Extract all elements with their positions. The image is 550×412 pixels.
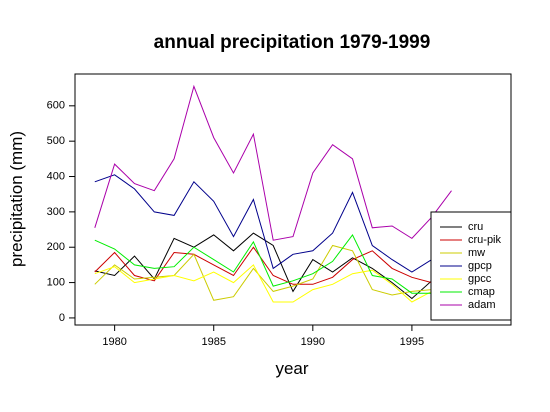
series-lines — [94, 84, 452, 303]
x-axis-ticks: 1980 1985 1990 1995 — [102, 325, 424, 348]
legend-label-cru: cru — [468, 221, 483, 233]
series-line-gpcc — [94, 264, 452, 303]
series-line-cru-pik — [94, 246, 452, 287]
legend-label-mw: mw — [468, 247, 485, 259]
plot-frame — [74, 73, 512, 326]
y-tick-label: 300 — [47, 206, 65, 218]
y-axis-label: precipitation (mm) — [7, 131, 26, 267]
series-line-mw — [94, 244, 452, 301]
series-line-gpcp — [94, 174, 452, 273]
y-tick-label: 100 — [47, 276, 65, 288]
series-line-cmap — [94, 233, 452, 294]
x-axis-label: year — [275, 359, 308, 378]
x-tick-label: 1990 — [301, 336, 325, 348]
y-axis-ticks: 0 100 200 300 400 500 600 — [47, 100, 75, 324]
y-tick-label: 500 — [47, 135, 65, 147]
y-tick-label: 200 — [47, 241, 65, 253]
y-tick-label: 600 — [47, 100, 65, 112]
legend-label-gpcp: gpcp — [468, 260, 492, 272]
legend-label-adam: adam — [468, 299, 496, 311]
legend-label-cmap: cmap — [468, 286, 495, 298]
legend-label-cru-pik: cru-pik — [468, 234, 502, 246]
x-tick-label: 1995 — [400, 336, 424, 348]
legend-label-gpcc: gpcc — [468, 273, 492, 285]
x-tick-label: 1985 — [201, 336, 225, 348]
y-tick-label: 0 — [59, 312, 65, 324]
chart-title: annual precipitation 1979-1999 — [154, 32, 431, 53]
series-line-cru — [94, 232, 452, 300]
x-tick-label: 1980 — [102, 336, 126, 348]
y-tick-label: 400 — [47, 170, 65, 182]
series-line-adam — [94, 84, 452, 241]
